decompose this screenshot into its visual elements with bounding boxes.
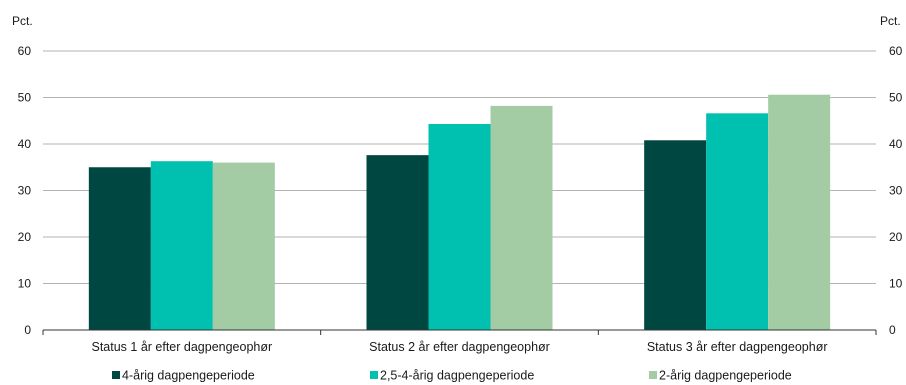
- y-tick-label-left: 40: [18, 137, 32, 151]
- axis-labels: Pct. Pct.: [12, 14, 901, 28]
- bar: [768, 94, 831, 331]
- x-category-label: Status 3 år efter dagpengeophør: [647, 340, 828, 354]
- bar: [150, 161, 213, 330]
- y-tick-label-left: 10: [18, 277, 32, 291]
- y-tick-label-right: 30: [889, 184, 903, 198]
- legend-label: 2-årig dagpengeperiode: [659, 369, 792, 383]
- bar: [366, 155, 429, 330]
- y-tick-label-right: 60: [889, 44, 903, 58]
- legend-swatch: [112, 371, 120, 379]
- bar: [706, 113, 769, 330]
- x-category-label: Status 1 år efter dagpengeophør: [91, 340, 272, 354]
- bars: [88, 94, 831, 331]
- y-tick-label-right: 40: [889, 137, 903, 151]
- bar: [212, 162, 275, 330]
- legend-label: 4-årig dagpengeperiode: [122, 369, 255, 383]
- y-tick-label-left: 60: [18, 44, 32, 58]
- y-tick-label-right: 10: [889, 277, 903, 291]
- bar: [88, 167, 151, 330]
- legend-label: 2,5-4-årig dagpengeperiode: [380, 369, 534, 383]
- bar: [490, 105, 553, 331]
- y-tick-label-right: 20: [889, 230, 903, 244]
- bar: [644, 140, 707, 330]
- y-tick-label-left: 50: [18, 91, 32, 105]
- legend-swatch: [649, 371, 657, 379]
- y-tick-label-right: 0: [889, 323, 896, 337]
- y-tick-label-left: 30: [18, 184, 32, 198]
- bar: [428, 124, 491, 330]
- y-tick-label-right: 50: [889, 91, 903, 105]
- right-axis-unit: Pct.: [880, 14, 901, 28]
- legend: 4-årig dagpengeperiode 2,5-4-årig dagpeng…: [112, 369, 792, 383]
- axes: 0 0 10 10 20 20 30 30 40 40 50 50 60 60 Status 1 år ef…: [18, 44, 903, 354]
- x-category-label: Status 2 år efter dagpengeophør: [369, 340, 550, 354]
- y-tick-label-left: 0: [24, 323, 31, 337]
- legend-swatch: [370, 371, 378, 379]
- left-axis-unit: Pct.: [12, 14, 33, 28]
- y-tick-label-left: 20: [18, 230, 32, 244]
